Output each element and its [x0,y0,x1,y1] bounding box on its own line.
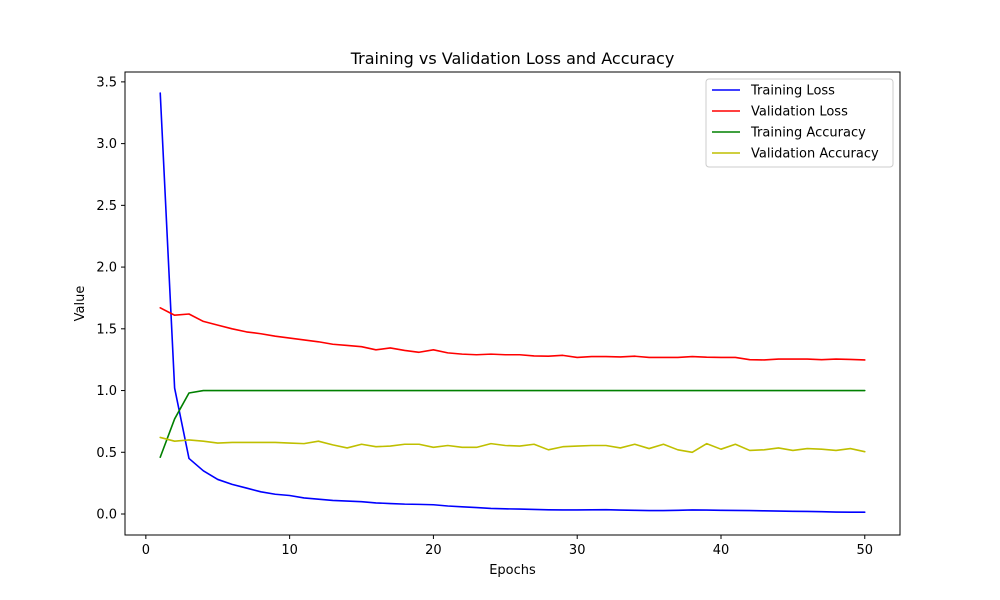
series-line-0 [159,92,866,513]
y-axis-label: Value [73,286,88,322]
y-tick-label: 0.5 [96,446,117,461]
y-tick-label: 2.5 [96,199,117,214]
plot-frame [124,71,901,536]
y-tick-label: 1.5 [96,322,117,337]
y-tick-label: 2.0 [96,261,117,276]
y-tick-label: 3.0 [96,137,117,152]
x-tick-label: 0 [142,543,150,558]
x-tick-label: 20 [425,543,442,558]
series-line-2 [159,389,866,459]
legend: Training Loss Validation Loss Training Acc… [705,78,894,168]
x-tick-label: 50 [856,543,873,558]
x-tick-label: 10 [281,543,298,558]
x-tick-label: 40 [713,543,730,558]
legend-label-0: Training Loss [750,84,835,99]
legend-label-3: Validation Accuracy [751,147,879,162]
legend-box [705,78,894,168]
series-layer [159,92,866,513]
legend-label-1: Validation Loss [751,105,848,120]
y-tick-label: 1.0 [96,384,117,399]
x-axis-label: Epochs [489,563,536,578]
series-line-1 [159,307,866,361]
y-axis: 0.0 0.5 1.0 1.5 2.0 2.5 3.0 3.5 [96,75,125,523]
x-axis: 0 10 20 30 40 50 [142,535,873,558]
legend-label-2: Training Accuracy [750,126,866,141]
chart-title: Training vs Validation Loss and Accuracy [350,49,675,68]
series-line-3 [159,436,866,454]
y-tick-label: 0.0 [96,508,117,523]
x-tick-label: 30 [569,543,586,558]
y-tick-label: 3.5 [96,75,117,90]
